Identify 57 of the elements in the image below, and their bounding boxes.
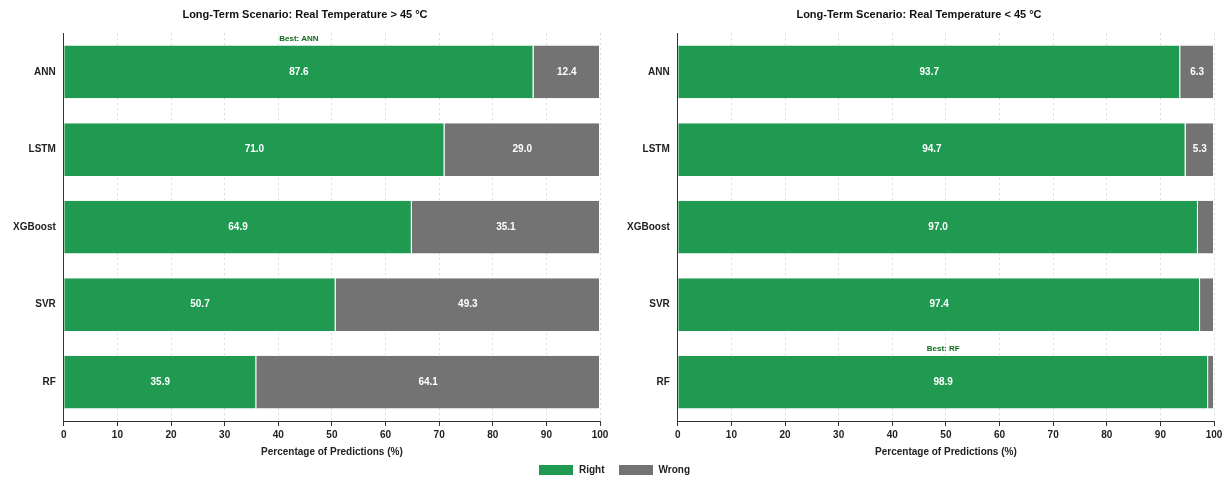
y-tick-label: XGBoost xyxy=(13,220,57,232)
x-tick-label: 0 xyxy=(61,428,67,440)
data-label: 94.7 xyxy=(922,143,943,155)
x-tick-label: 80 xyxy=(1101,428,1113,440)
annotation: Best: RF xyxy=(926,344,960,354)
data-label: 12.4 xyxy=(557,65,577,77)
x-tick-label: 100 xyxy=(591,428,609,440)
x-tick-label: 60 xyxy=(379,428,392,440)
data-label: 35.1 xyxy=(496,220,517,232)
y-tick-label: SVR xyxy=(649,298,671,310)
y-tick-label: RF xyxy=(42,375,56,387)
x-tick-label: 100 xyxy=(1205,428,1223,440)
x-axis-title: Percentage of Predictions (%) xyxy=(261,445,403,457)
x-tick-label: 10 xyxy=(725,428,738,440)
x-tick-label: 50 xyxy=(940,428,952,440)
x-tick-label: 20 xyxy=(779,428,792,440)
data-label: 35.9 xyxy=(150,375,171,387)
y-tick-label: LSTM xyxy=(28,143,56,155)
y-tick-label: LSTM xyxy=(642,143,670,155)
data-label: 6.3 xyxy=(1190,65,1205,77)
legend-label: Right xyxy=(578,464,605,476)
data-label: 64.1 xyxy=(418,375,439,387)
legend-label: Wrong xyxy=(657,464,691,476)
chart-title: Long-Term Scenario: Real Temperature < 45 °C xyxy=(796,7,1042,20)
data-label: 98.9 xyxy=(933,375,954,387)
data-label: 71.0 xyxy=(244,143,265,155)
x-tick-label: 40 xyxy=(886,428,899,440)
y-tick-label: XGBoost xyxy=(627,220,671,232)
data-label: 5.3 xyxy=(1192,143,1208,155)
x-tick-label: 10 xyxy=(111,428,124,440)
chart-title: Long-Term Scenario: Real Temperature > 45 °C xyxy=(182,7,428,20)
data-label: 97.0 xyxy=(928,220,949,232)
x-tick-label: 60 xyxy=(993,428,1006,440)
y-tick-label: ANN xyxy=(648,65,670,77)
x-tick-label: 70 xyxy=(1047,428,1060,440)
x-tick-label: 30 xyxy=(219,428,231,440)
x-tick-label: 40 xyxy=(272,428,285,440)
y-tick-label: SVR xyxy=(35,298,57,310)
data-label: 97.4 xyxy=(929,298,950,310)
x-tick-label: 90 xyxy=(1154,428,1167,440)
x-tick-label: 20 xyxy=(165,428,178,440)
data-label: 87.6 xyxy=(289,65,310,77)
x-tick-label: 0 xyxy=(675,428,681,440)
data-label: 29.0 xyxy=(512,143,533,155)
data-label: 93.7 xyxy=(919,65,940,77)
x-tick-label: 30 xyxy=(833,428,845,440)
data-label: 64.9 xyxy=(228,220,249,232)
x-tick-label: 80 xyxy=(487,428,499,440)
data-label: 49.3 xyxy=(458,298,478,310)
x-tick-label: 90 xyxy=(540,428,553,440)
annotation: Best: ANN xyxy=(279,33,319,43)
y-tick-label: ANN xyxy=(34,65,56,77)
x-axis-title: Percentage of Predictions (%) xyxy=(875,445,1017,457)
x-tick-label: 70 xyxy=(433,428,446,440)
x-tick-label: 50 xyxy=(326,428,338,440)
data-label: 50.7 xyxy=(190,298,211,310)
y-tick-label: RF xyxy=(656,375,670,387)
